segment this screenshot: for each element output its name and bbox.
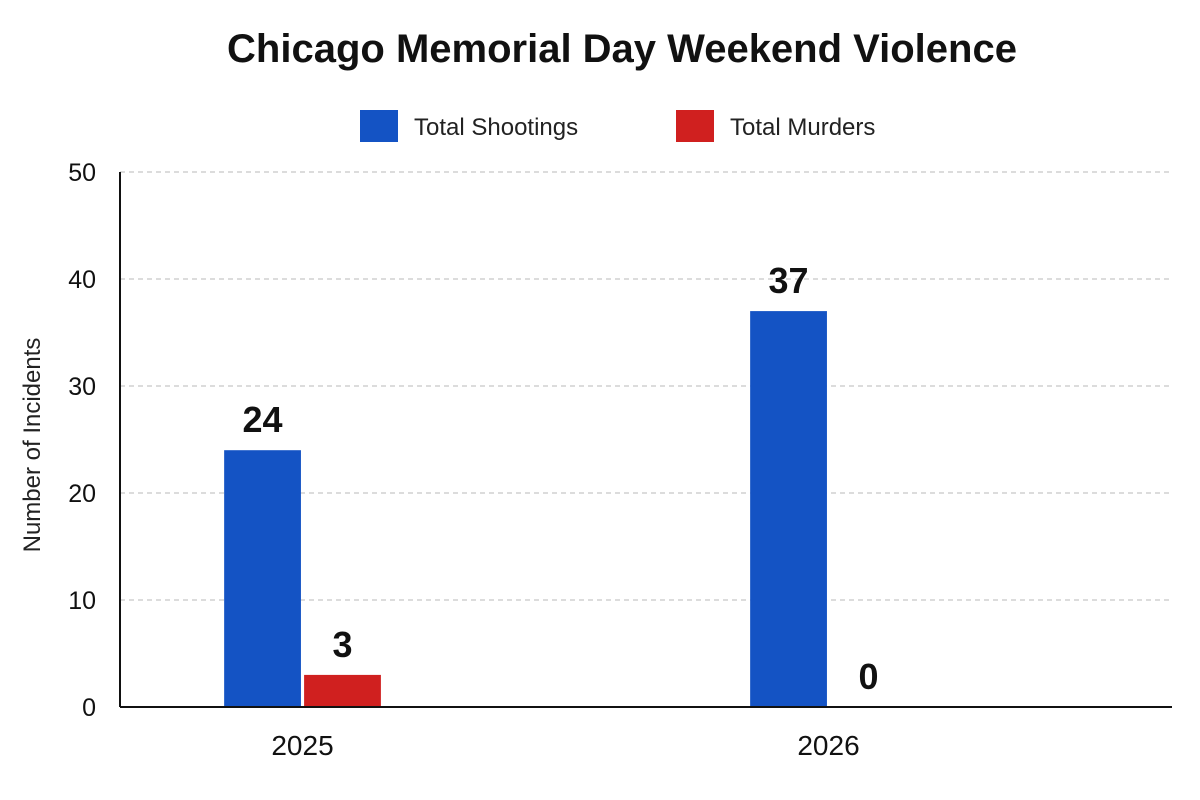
y-tick-label: 10	[68, 587, 96, 615]
data-label: 24	[243, 399, 283, 440]
value-labels: 24 3 37 0	[243, 260, 879, 697]
legend-swatch-shootings	[360, 110, 398, 142]
bar-2026-shootings	[750, 311, 827, 707]
legend-swatch-murders	[676, 110, 714, 142]
y-tick-label: 20	[68, 480, 96, 508]
data-label: 0	[858, 656, 878, 697]
bar-2025-murders	[304, 674, 381, 707]
data-label: 37	[769, 260, 809, 301]
x-tick-label: 2025	[271, 730, 333, 761]
legend: Total Shootings Total Murders	[360, 110, 875, 142]
y-axis-ticks: 0 10 20 30 40 50	[68, 159, 96, 722]
data-label: 3	[332, 624, 352, 665]
bar-2025-shootings	[224, 450, 301, 707]
x-axis-ticks: 2025 2026	[271, 730, 859, 761]
legend-label-shootings: Total Shootings	[414, 114, 578, 141]
y-tick-label: 50	[68, 159, 96, 187]
y-tick-label: 40	[68, 266, 96, 294]
chart-title: Chicago Memorial Day Weekend Violence	[227, 27, 1017, 71]
bars	[224, 311, 827, 707]
y-tick-label: 0	[82, 694, 96, 722]
y-axis-label: Number of Incidents	[19, 338, 46, 553]
y-tick-label: 30	[68, 373, 96, 401]
x-tick-label: 2026	[797, 730, 859, 761]
legend-label-murders: Total Murders	[730, 114, 875, 141]
